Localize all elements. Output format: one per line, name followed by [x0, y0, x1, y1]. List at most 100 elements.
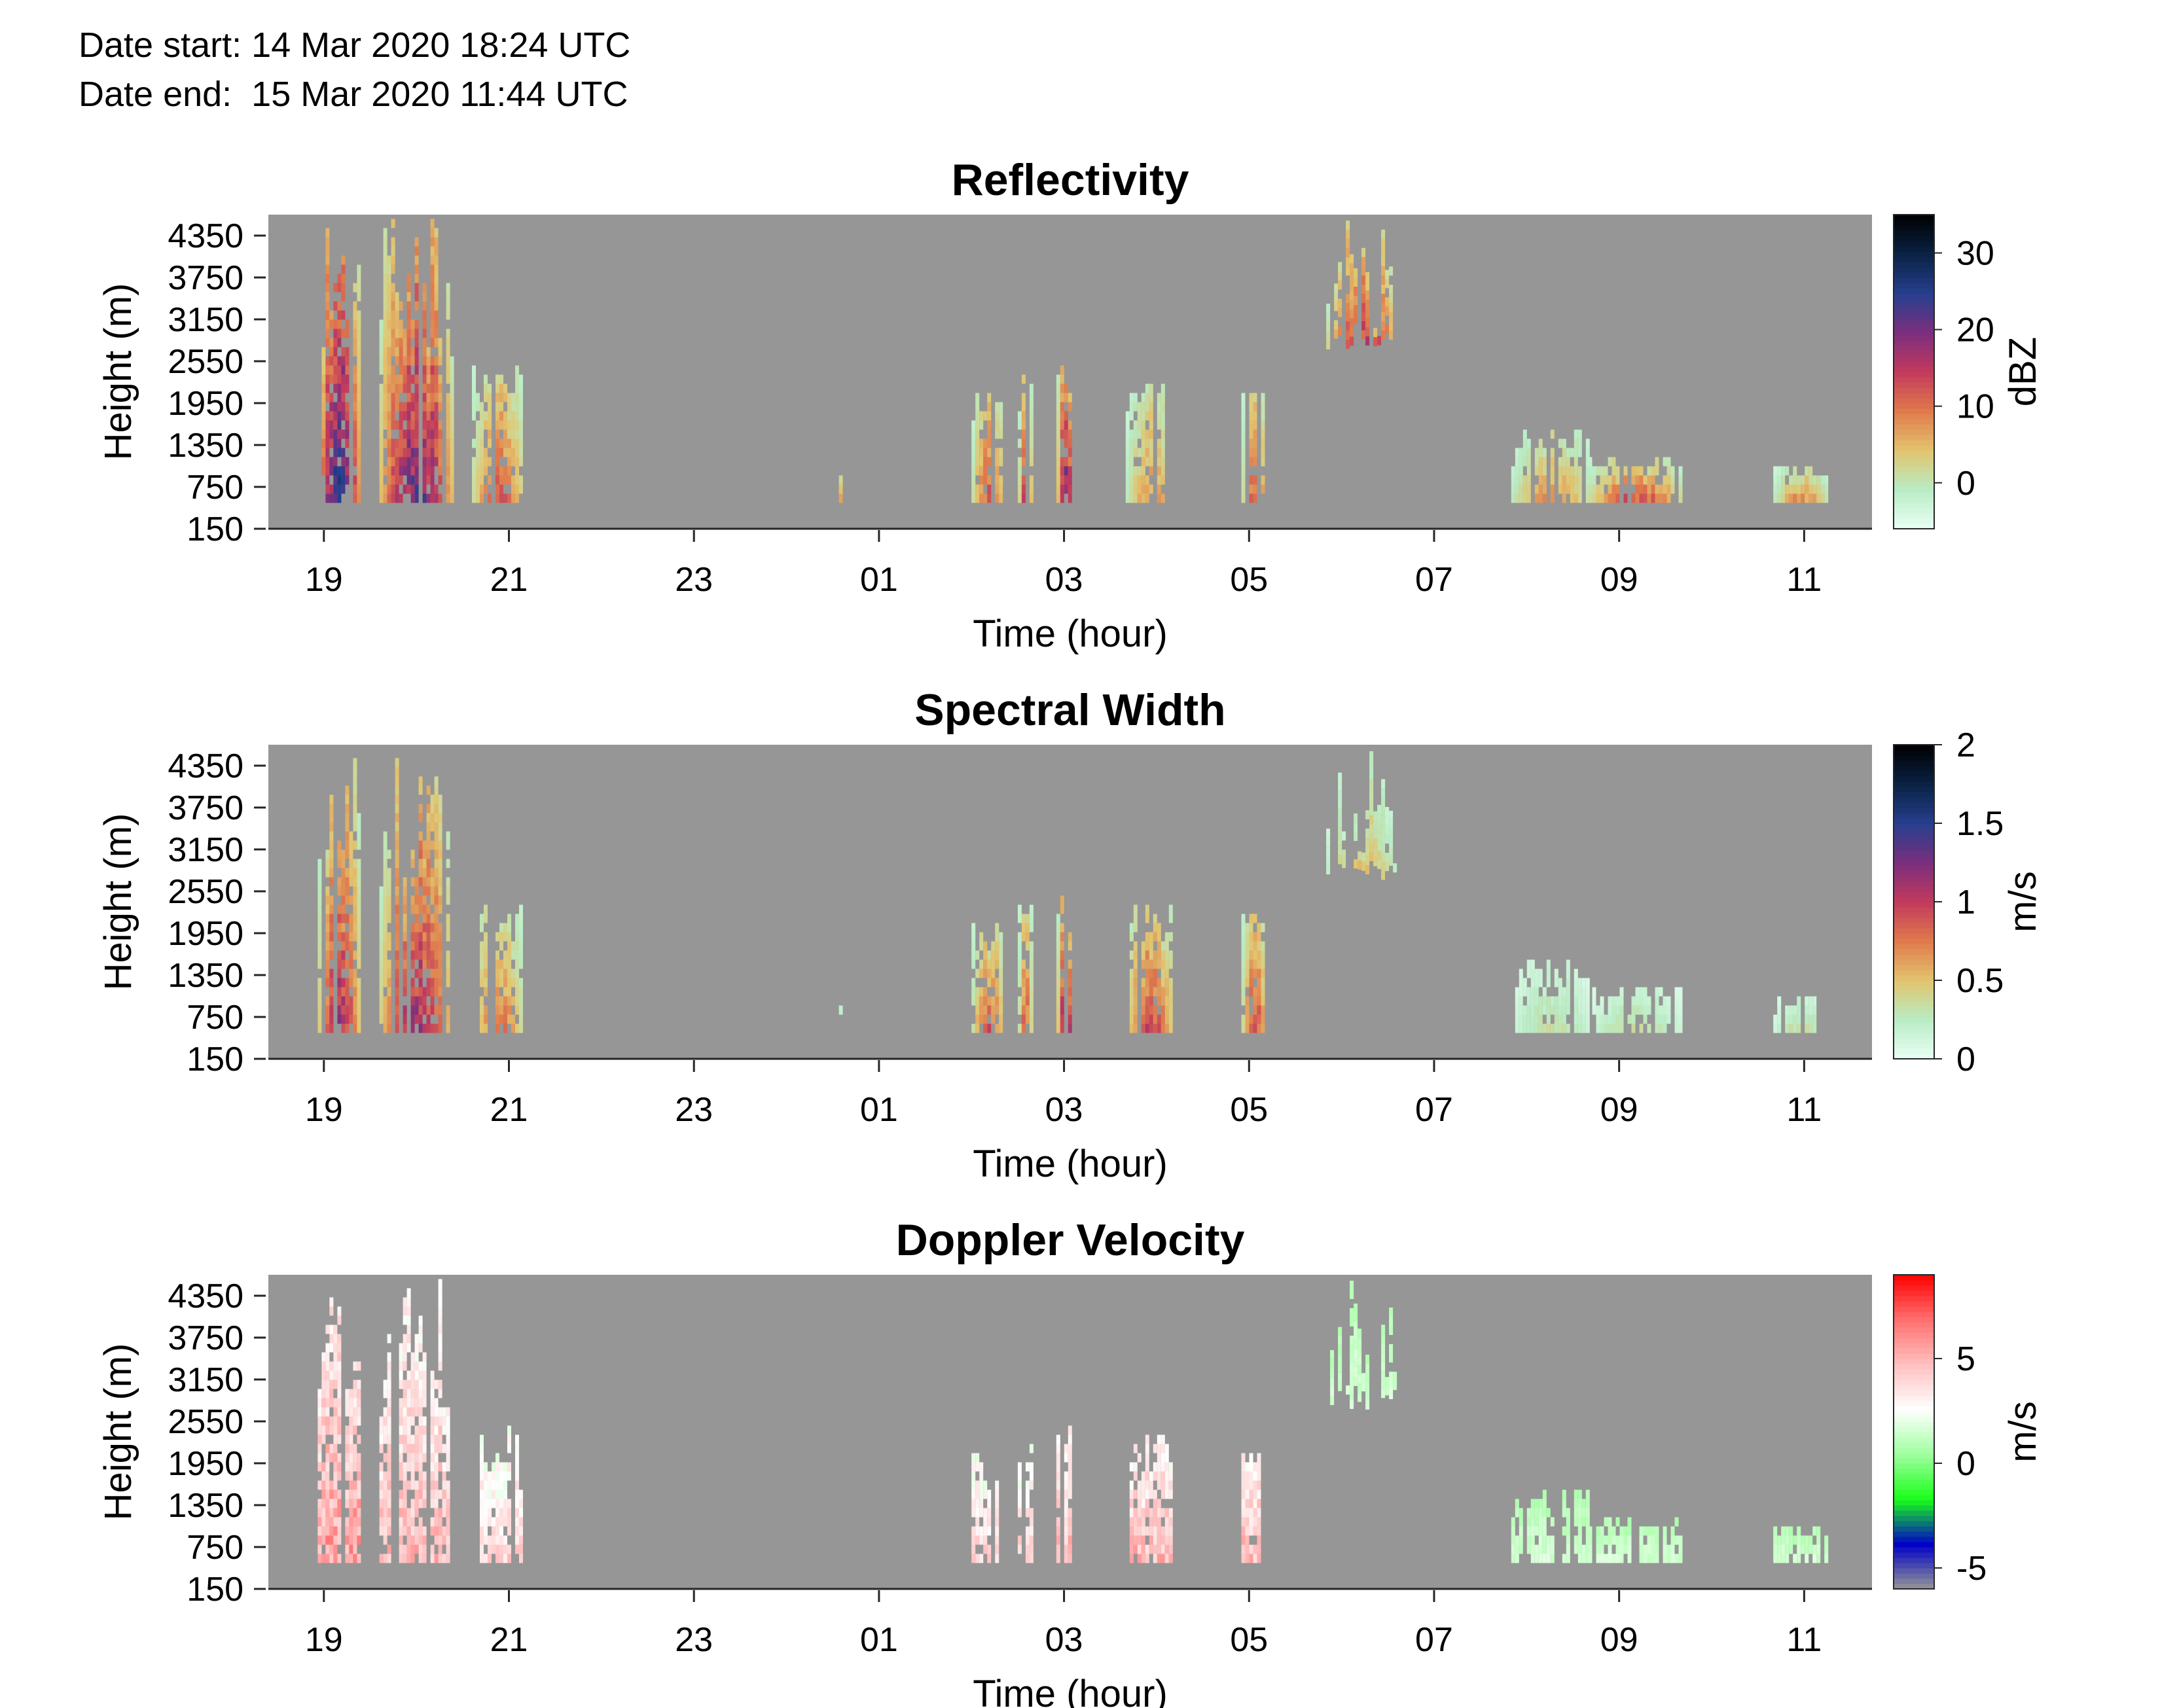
- y-axis-label: Height (m): [97, 283, 139, 461]
- echo-period-7: [1129, 904, 1173, 1033]
- colorbar: 0 10 20 30 dBZ: [1893, 214, 2044, 529]
- y-tick-label: 3150: [168, 831, 243, 869]
- colorbar-tick-label: 0: [1956, 1445, 1975, 1483]
- echo-period-7: [1125, 383, 1165, 503]
- x-tick-label: 23: [675, 1091, 713, 1129]
- y-tick-label: 150: [187, 1041, 243, 1078]
- y-tick-label: 1950: [168, 915, 243, 953]
- echo-period-11: [1588, 457, 1683, 503]
- echo-period-4: [971, 923, 1003, 1033]
- x-tick-label: 23: [675, 1621, 713, 1659]
- echo-period-10: [1511, 1489, 1590, 1563]
- colorbar: -5 0 5 m/s: [1893, 1274, 2044, 1590]
- echo-period-4: [971, 393, 1003, 503]
- echo-period-3: [838, 1005, 843, 1015]
- y-tick-label: 150: [187, 510, 243, 548]
- echo-period-9: [1326, 751, 1397, 880]
- date-start-label: Date start: 14 Mar 2020 18:24 UTC: [79, 26, 631, 65]
- x-axis-label: Time (hour): [973, 613, 1168, 655]
- y-tick-label: 750: [187, 999, 243, 1037]
- echo-period-5: [1017, 1444, 1034, 1563]
- colorbar-label: dBZ: [2002, 337, 2044, 406]
- echo-period-1: [379, 1279, 450, 1563]
- x-tick-label: 09: [1600, 561, 1638, 599]
- panel-title: Doppler Velocity: [896, 1215, 1245, 1265]
- x-tick-label: 07: [1415, 1091, 1453, 1129]
- y-tick-label: 4350: [168, 747, 243, 785]
- panel-title: Reflectivity: [952, 155, 1189, 205]
- echo-period-3: [838, 475, 843, 503]
- panel-1: Spectral Width 150 750 1350 1950 2550 3150 3750…: [97, 685, 2044, 1185]
- x-tick-label: 01: [860, 1621, 898, 1659]
- x-tick-label: 05: [1230, 1621, 1268, 1659]
- x-axis-label: Time (hour): [973, 1143, 1168, 1185]
- panel-2: Doppler Velocity150750135019502550315037…: [97, 1215, 2044, 1708]
- y-axis-label: Height (m): [97, 813, 139, 991]
- colorbar-label: m/s: [2002, 1401, 2044, 1462]
- date-end-label: Date end: 15 Mar 2020 11:44 UTC: [79, 75, 628, 114]
- y-tick-label: 2550: [168, 343, 243, 381]
- echo-period-10: [1511, 429, 1590, 503]
- echo-period-2: [472, 365, 523, 503]
- x-tick-label: 11: [1786, 561, 1822, 599]
- echo-period-0: [321, 228, 361, 503]
- y-tick-label: 1950: [168, 385, 243, 423]
- echo-period-9: [1330, 1281, 1397, 1410]
- echo-period-7: [1129, 1434, 1173, 1563]
- echo-period-8: [1241, 914, 1265, 1033]
- y-tick-label: 3750: [168, 259, 243, 297]
- colorbar-tick-label: 1.5: [1956, 805, 2004, 843]
- x-tick-label: 23: [675, 561, 713, 599]
- x-tick-label: 01: [860, 561, 898, 599]
- echo-period-8: [1241, 393, 1265, 503]
- y-tick-label: 2550: [168, 1403, 243, 1441]
- y-axis-label: Height (m): [97, 1343, 139, 1521]
- echo-period-12: [1773, 996, 1817, 1033]
- x-axis-label: Time (hour): [973, 1673, 1168, 1708]
- y-tick-label: 3750: [168, 1319, 243, 1357]
- x-tick-label: 05: [1230, 561, 1268, 599]
- x-tick-label: 09: [1600, 1621, 1638, 1659]
- echo-period-11: [1592, 987, 1683, 1033]
- colorbar-tick-label: 0: [1956, 465, 1975, 503]
- echo-period-12: [1773, 466, 1829, 503]
- x-tick-label: 03: [1045, 1091, 1083, 1129]
- echo-period-5: [1017, 904, 1034, 1033]
- colorbar-tick-label: 10: [1956, 388, 1994, 426]
- x-tick-label: 21: [490, 1621, 528, 1659]
- x-tick-label: 11: [1786, 1621, 1822, 1659]
- colorbar-tick-label: 30: [1956, 235, 1994, 273]
- x-tick-label: 03: [1045, 1621, 1083, 1659]
- y-tick-label: 1950: [168, 1445, 243, 1483]
- echo-period-9: [1326, 221, 1394, 349]
- x-tick-label: 19: [305, 561, 343, 599]
- echo-period-12: [1773, 1526, 1829, 1563]
- x-tick-label: 11: [1786, 1091, 1822, 1129]
- x-tick-label: 21: [490, 561, 528, 599]
- x-tick-label: 05: [1230, 1091, 1268, 1129]
- echo-period-10: [1515, 959, 1590, 1033]
- y-tick-label: 2550: [168, 873, 243, 911]
- y-tick-label: 1350: [168, 957, 243, 995]
- echo-period-1: [379, 219, 454, 503]
- y-tick-label: 4350: [168, 217, 243, 255]
- y-tick-label: 4350: [168, 1277, 243, 1315]
- y-tick-label: 150: [187, 1571, 243, 1609]
- colorbar: 0 0.5 1 1.5 2 m/s: [1893, 726, 2044, 1078]
- colorbar-label: m/s: [2002, 871, 2044, 932]
- x-tick-label: 19: [305, 1621, 343, 1659]
- colorbar-tick-label: 0: [1956, 1041, 1975, 1078]
- colorbar-tick-label: 20: [1956, 311, 1994, 349]
- colorbar-tick-label: 2: [1956, 726, 1975, 764]
- y-tick-label: 1350: [168, 1487, 243, 1525]
- echo-period-0: [317, 1297, 361, 1563]
- x-tick-label: 21: [490, 1091, 528, 1129]
- echo-period-4: [971, 1453, 999, 1563]
- y-tick-label: 3150: [168, 1361, 243, 1399]
- echo-period-8: [1241, 1453, 1261, 1563]
- echo-period-0: [317, 758, 361, 1033]
- colorbar-tick-label: 0.5: [1956, 962, 2004, 1000]
- echo-period-5: [1017, 374, 1034, 503]
